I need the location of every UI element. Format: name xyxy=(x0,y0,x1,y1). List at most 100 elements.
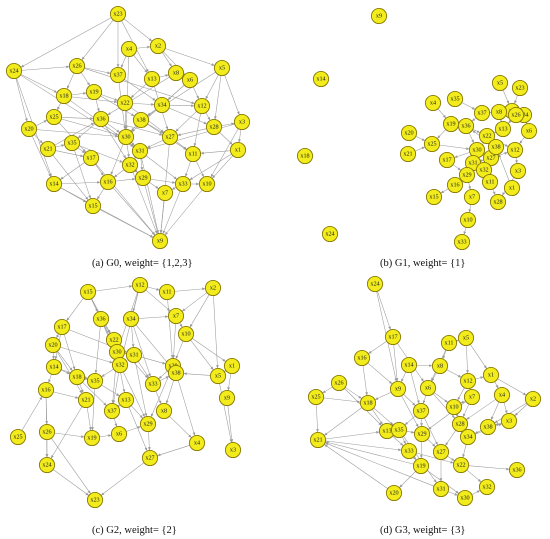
node-x10: x10 xyxy=(177,325,195,343)
edge-arrowhead xyxy=(403,440,406,445)
node-x5: x5 xyxy=(457,329,475,347)
node-x8: x8 xyxy=(490,103,508,121)
edge xyxy=(323,407,363,436)
edge-arrowhead xyxy=(61,144,65,147)
node-x36: x36 xyxy=(508,461,526,479)
node-label: x24 xyxy=(370,281,379,288)
node-label: x2 xyxy=(155,43,161,50)
node-label: x9 xyxy=(157,238,163,245)
node-circle xyxy=(167,307,185,325)
node-label: x1 xyxy=(488,372,494,379)
node-circle xyxy=(213,59,231,77)
node-circle xyxy=(83,429,101,447)
node-label: x7 xyxy=(469,394,475,401)
node-circle xyxy=(400,124,418,142)
edge xyxy=(424,417,438,446)
node-circle xyxy=(503,179,521,197)
graph-panel-g3: x24 x17 x11 x5 x16 x14 x8 x12 x1 x26 x9 x6 x7 x4 x2 x25… xyxy=(307,275,542,507)
edge xyxy=(100,95,135,117)
node-label: x17 xyxy=(442,157,451,164)
edge-arrowhead xyxy=(504,143,509,147)
node-label: x8 xyxy=(173,70,179,77)
node-x30: x30 xyxy=(117,128,135,146)
edge-arrowhead xyxy=(134,169,138,173)
edge-arrowhead xyxy=(214,116,217,120)
edge-arrowhead xyxy=(212,175,216,179)
node-label: x6 xyxy=(187,77,193,84)
node-circle xyxy=(120,40,138,58)
edge xyxy=(130,83,147,99)
node-x28: x28 xyxy=(489,193,507,211)
edge-arrowhead xyxy=(455,490,459,494)
edge-arrowhead xyxy=(468,209,472,213)
node-label: x23 xyxy=(113,11,122,18)
edge xyxy=(490,401,500,421)
node-x7: x7 xyxy=(463,388,481,406)
node-x36: x36 xyxy=(92,310,110,328)
edge-arrowhead xyxy=(238,139,241,143)
edge xyxy=(377,291,391,330)
node-circle xyxy=(453,233,471,251)
edge xyxy=(205,74,219,100)
edge-arrowhead xyxy=(147,112,151,116)
edge-arrowhead xyxy=(191,104,195,108)
node-circle xyxy=(109,5,127,23)
edge xyxy=(61,182,101,184)
node-label: x28 xyxy=(209,124,218,131)
edge-arrowhead xyxy=(20,64,25,68)
node-x14: x14 xyxy=(312,70,330,88)
node-label: x30 xyxy=(121,134,130,141)
edge-arrowhead xyxy=(177,133,181,136)
edge xyxy=(192,338,226,362)
edge xyxy=(168,107,208,125)
edge xyxy=(373,407,394,426)
edge-arrowhead xyxy=(131,344,135,348)
node-x16: x16 xyxy=(353,349,371,367)
edge-arrowhead xyxy=(81,150,86,154)
edge xyxy=(174,288,206,292)
edge xyxy=(54,122,95,146)
edge xyxy=(133,54,148,74)
node-x18: x18 xyxy=(68,368,86,386)
node-circle xyxy=(509,162,527,180)
edge-arrowhead xyxy=(324,444,328,448)
edge-arrowhead xyxy=(379,421,383,425)
node-label: x13 xyxy=(121,397,130,404)
edge-arrowhead xyxy=(210,173,214,178)
node-label: x38 xyxy=(136,117,145,124)
node-label: x38 xyxy=(171,370,180,377)
edge xyxy=(200,150,231,154)
edge-arrowhead xyxy=(495,384,499,389)
node-x22: x22 xyxy=(452,456,470,474)
edge-arrowhead xyxy=(52,356,55,360)
edge-arrowhead xyxy=(166,307,171,312)
node-circle xyxy=(438,151,456,169)
edge-arrowhead xyxy=(431,377,434,382)
node-x14: x14 xyxy=(400,356,418,374)
node-x12: x12 xyxy=(193,97,211,115)
edge xyxy=(56,351,83,394)
edge xyxy=(101,384,120,397)
node-circle xyxy=(385,484,403,502)
node-x38: x38 xyxy=(167,364,185,382)
node-circle xyxy=(177,325,195,343)
node-label: x27 xyxy=(436,449,445,456)
edge-arrowhead xyxy=(114,98,118,101)
edge xyxy=(325,441,414,465)
edge-arrowhead xyxy=(229,439,233,443)
node-label: x21 xyxy=(81,397,90,404)
node-label: x19 xyxy=(416,463,425,470)
edge-arrowhead xyxy=(454,155,458,158)
edge-arrowhead xyxy=(227,387,231,391)
node-x37: x37 xyxy=(412,402,430,420)
edge-arrowhead xyxy=(229,141,233,145)
node-x9: x9 xyxy=(151,232,169,250)
edge-arrowhead xyxy=(462,454,465,458)
node-label: x19 xyxy=(87,435,96,442)
edge-arrowhead xyxy=(119,159,123,163)
edge-arrowhead xyxy=(432,443,436,447)
edge xyxy=(211,155,234,179)
node-circle xyxy=(412,402,430,420)
node-x18: x18 xyxy=(359,394,377,412)
node-x26: x26 xyxy=(330,374,348,392)
